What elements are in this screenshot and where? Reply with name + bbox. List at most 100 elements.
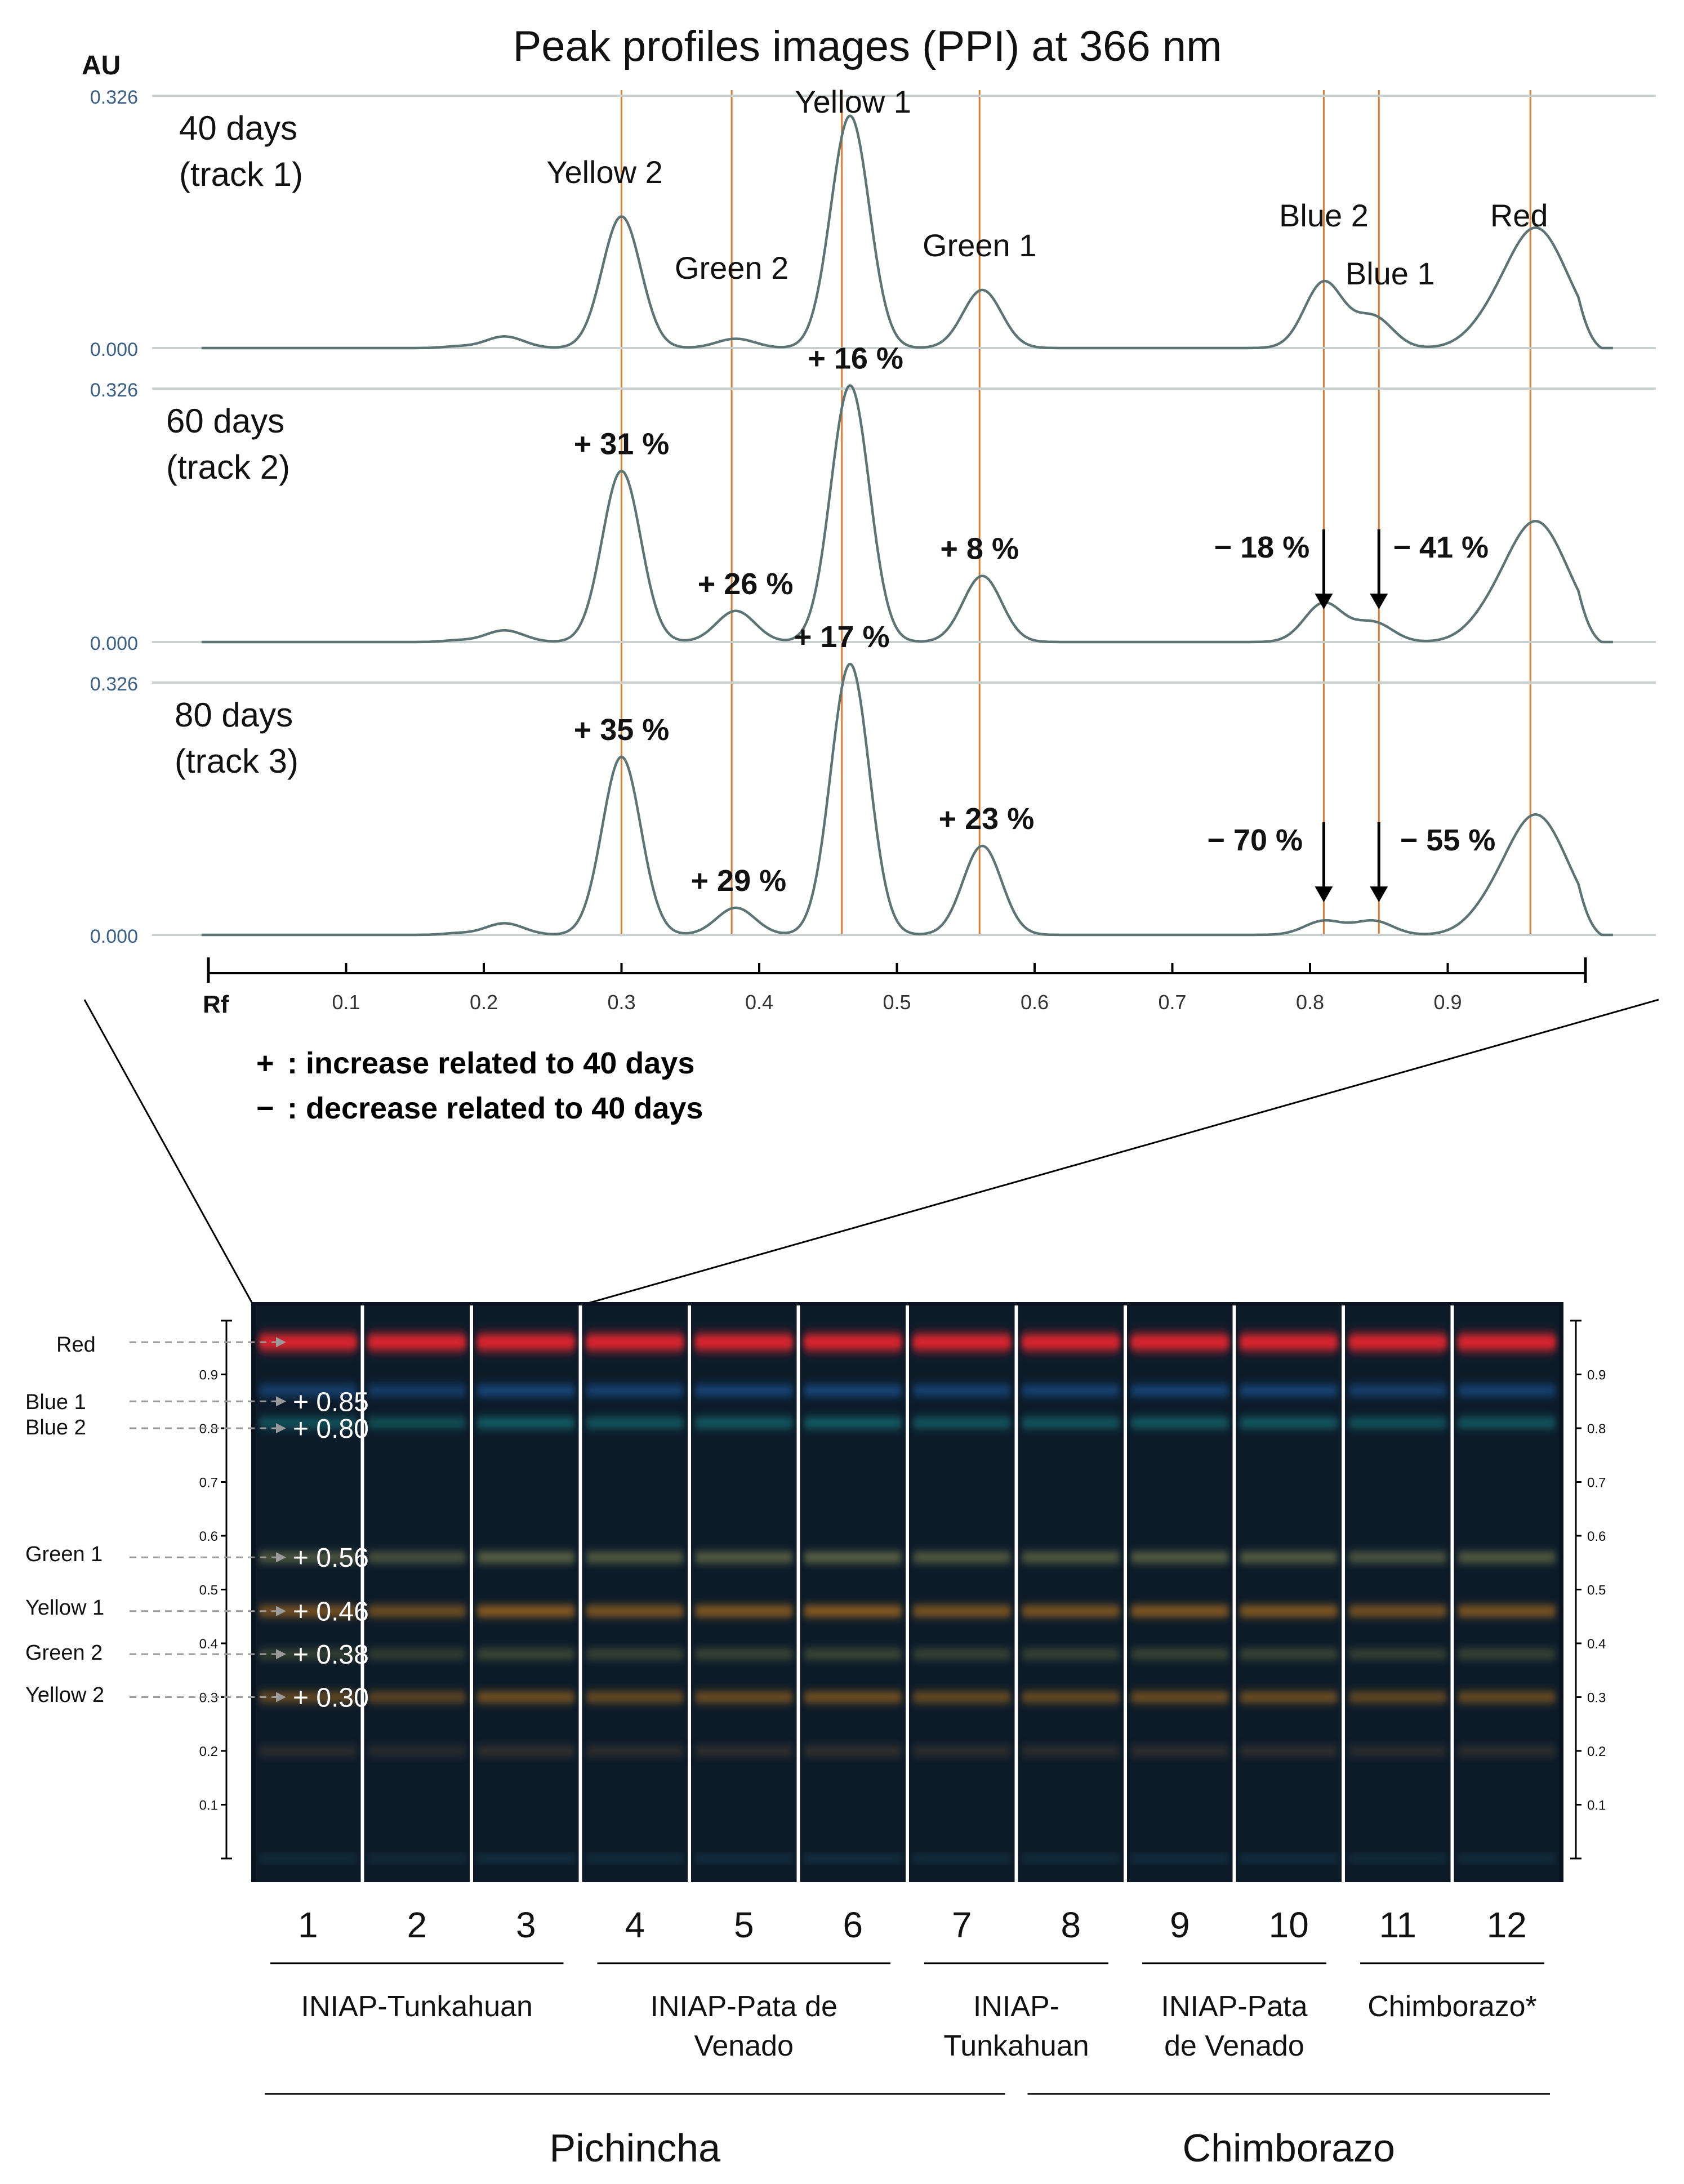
plate-band xyxy=(585,1386,685,1395)
y-max-label: 0.326 xyxy=(90,380,138,401)
plate-band xyxy=(803,1651,903,1657)
plate-band xyxy=(585,1748,685,1754)
plate-band xyxy=(1239,1857,1339,1860)
variety-label: Chimborazo* xyxy=(1367,1990,1537,2023)
plate-band xyxy=(1348,1386,1448,1395)
track-curve xyxy=(201,114,1613,350)
lane-number: 8 xyxy=(1061,1905,1081,1945)
plate-band xyxy=(1348,1419,1448,1427)
plate-lane xyxy=(800,1305,905,1882)
decrease-arrow-head xyxy=(1370,594,1388,609)
lane-number: 12 xyxy=(1487,1905,1527,1945)
band-name-label: Yellow 2 xyxy=(25,1683,104,1707)
plate-band xyxy=(1348,1651,1448,1657)
variety-label: INIAP-Pata de xyxy=(651,1990,837,2023)
peak-name-label: Blue 2 xyxy=(1279,198,1369,233)
band-rf-value: + 0.38 xyxy=(293,1640,369,1670)
plate-band xyxy=(694,1607,794,1615)
band-leader-arrow xyxy=(276,1606,286,1616)
lane-number: 5 xyxy=(734,1905,754,1945)
x-tick-label: 0.9 xyxy=(1433,991,1462,1014)
plate-lane xyxy=(256,1305,360,1882)
track-label-days: 40 days xyxy=(179,109,297,147)
plate-band xyxy=(803,1554,903,1560)
lane-number: 2 xyxy=(407,1905,427,1945)
plate-band xyxy=(1130,1651,1230,1657)
plate-band xyxy=(912,1857,1012,1860)
lane-background xyxy=(1454,1305,1559,1882)
peak-labels: Yellow 2 Green 2 Yellow 1 Green 1 Blue 2 Blue… xyxy=(546,84,1548,291)
x-tick-label: 0.7 xyxy=(1158,991,1186,1014)
plate-lane xyxy=(1236,1305,1341,1882)
band-name-label: Blue 2 xyxy=(25,1416,86,1439)
plate-band xyxy=(1130,1334,1230,1350)
track-label-days: 60 days xyxy=(166,402,284,440)
plate-band xyxy=(1239,1607,1339,1615)
plate-band xyxy=(1239,1334,1339,1350)
zoom-line-right xyxy=(580,999,1659,1307)
plate-band xyxy=(694,1748,794,1754)
peak-name-label: Green 1 xyxy=(923,228,1036,263)
legend-decrease-text: : decrease related to 40 days xyxy=(287,1091,703,1125)
lane-background xyxy=(692,1305,796,1882)
plate-lanes xyxy=(256,1305,1559,1882)
scale-tick-label: 0.5 xyxy=(1587,1583,1606,1598)
plate-band xyxy=(367,1419,467,1427)
plate-lane xyxy=(1018,1305,1123,1882)
plate-lane xyxy=(910,1305,1014,1882)
y-min-label: 0.000 xyxy=(90,339,138,360)
lane-background xyxy=(1236,1305,1341,1882)
plate-band xyxy=(803,1334,903,1350)
percent-change-label: + 23 % xyxy=(939,802,1035,836)
scale-tick-label: 0.1 xyxy=(199,1798,218,1813)
plate-band xyxy=(803,1386,903,1395)
band-name-label: Red xyxy=(56,1333,96,1357)
variety-labels: INIAP-Tunkahuan INIAP-Pata deVenadoINIAP-… xyxy=(270,1962,1544,2062)
lane-number: 11 xyxy=(1379,1905,1416,1945)
lane-number: 1 xyxy=(298,1905,318,1945)
plate-band xyxy=(476,1419,576,1427)
track-curve xyxy=(201,384,1613,644)
plate-band xyxy=(1456,1334,1557,1350)
decrease-arrow-head xyxy=(1370,886,1388,902)
band-leader-arrow xyxy=(276,1423,286,1433)
percent-change-label: + 16 % xyxy=(808,341,903,375)
plate-band xyxy=(912,1694,1012,1700)
plate-band xyxy=(694,1386,794,1395)
plate-band xyxy=(1456,1694,1557,1700)
band-leader-arrow xyxy=(276,1552,286,1563)
legend-increase-sign: + xyxy=(256,1046,274,1080)
plate-band xyxy=(1130,1419,1230,1427)
peak-name-label: Green 2 xyxy=(675,250,788,286)
scale-tick-label: 0.1 xyxy=(1587,1798,1606,1813)
lane-number: 6 xyxy=(843,1905,863,1945)
lane-number: 3 xyxy=(516,1905,536,1945)
plate-band xyxy=(1021,1748,1121,1754)
plate-band xyxy=(476,1607,576,1615)
plate-band xyxy=(258,1607,358,1615)
plate-band xyxy=(694,1651,794,1657)
lane-background xyxy=(1346,1305,1450,1882)
plate-band xyxy=(1239,1554,1339,1560)
band-leader-arrow xyxy=(276,1337,286,1348)
plate-band xyxy=(476,1334,576,1350)
plate-band xyxy=(912,1419,1012,1427)
variety-label: Venado xyxy=(694,2030,794,2062)
y-min-label: 0.000 xyxy=(90,633,138,654)
band-rf-value: + 0.85 xyxy=(293,1387,369,1417)
scale-tick-label: 0.6 xyxy=(199,1529,218,1544)
band-leader-arrow xyxy=(276,1396,286,1407)
decrease-arrow-head xyxy=(1315,886,1333,902)
percent-change-label: + 26 % xyxy=(698,567,794,601)
lane-number: 7 xyxy=(952,1905,972,1945)
plate-band xyxy=(803,1748,903,1754)
plate-band xyxy=(912,1651,1012,1657)
lane-background xyxy=(582,1305,687,1882)
variety-label: INIAP-Tunkahuan xyxy=(301,1990,533,2023)
plate-band xyxy=(803,1694,903,1700)
plate-band xyxy=(1239,1694,1339,1700)
plate-band xyxy=(1130,1607,1230,1615)
plate-lane xyxy=(1454,1305,1559,1882)
plate-band xyxy=(367,1386,467,1395)
plate-band xyxy=(258,1419,358,1427)
